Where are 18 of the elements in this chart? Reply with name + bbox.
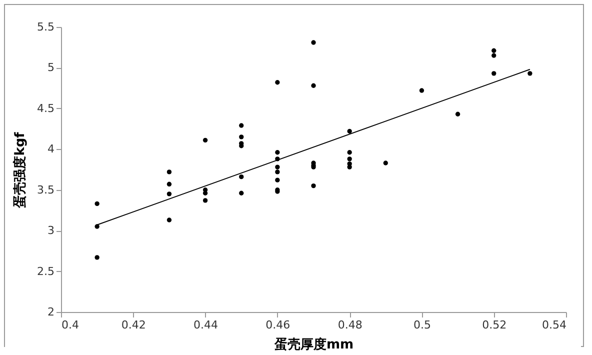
x-tick-label: 0.54 xyxy=(542,318,566,332)
x-axis-title: 蛋壳厚度mm xyxy=(273,336,354,352)
x-tick-label: 0.52 xyxy=(482,318,507,332)
x-tick-label: 0.44 xyxy=(194,318,218,332)
y-tick-label: 4.5 xyxy=(37,102,54,115)
y-tick-label: 2 xyxy=(48,306,54,318)
x-tick-label: 0.42 xyxy=(121,318,146,332)
x-tick-label: 0.4 xyxy=(62,318,79,332)
x-tick-label: 0.48 xyxy=(338,318,362,332)
y-tick-label: 2.5 xyxy=(37,264,54,278)
x-tick-label: 0.5 xyxy=(413,318,431,332)
y-axis-title: 蛋壳强度kgf xyxy=(12,132,28,209)
x-tick-label: 0.46 xyxy=(266,318,290,332)
y-tick-label: 5.5 xyxy=(37,20,54,34)
y-tick-label: 3.5 xyxy=(37,183,54,196)
y-tick-label: 4 xyxy=(48,142,54,156)
y-tick-label: 5 xyxy=(48,61,54,74)
y-tick-label: 3 xyxy=(48,224,54,238)
